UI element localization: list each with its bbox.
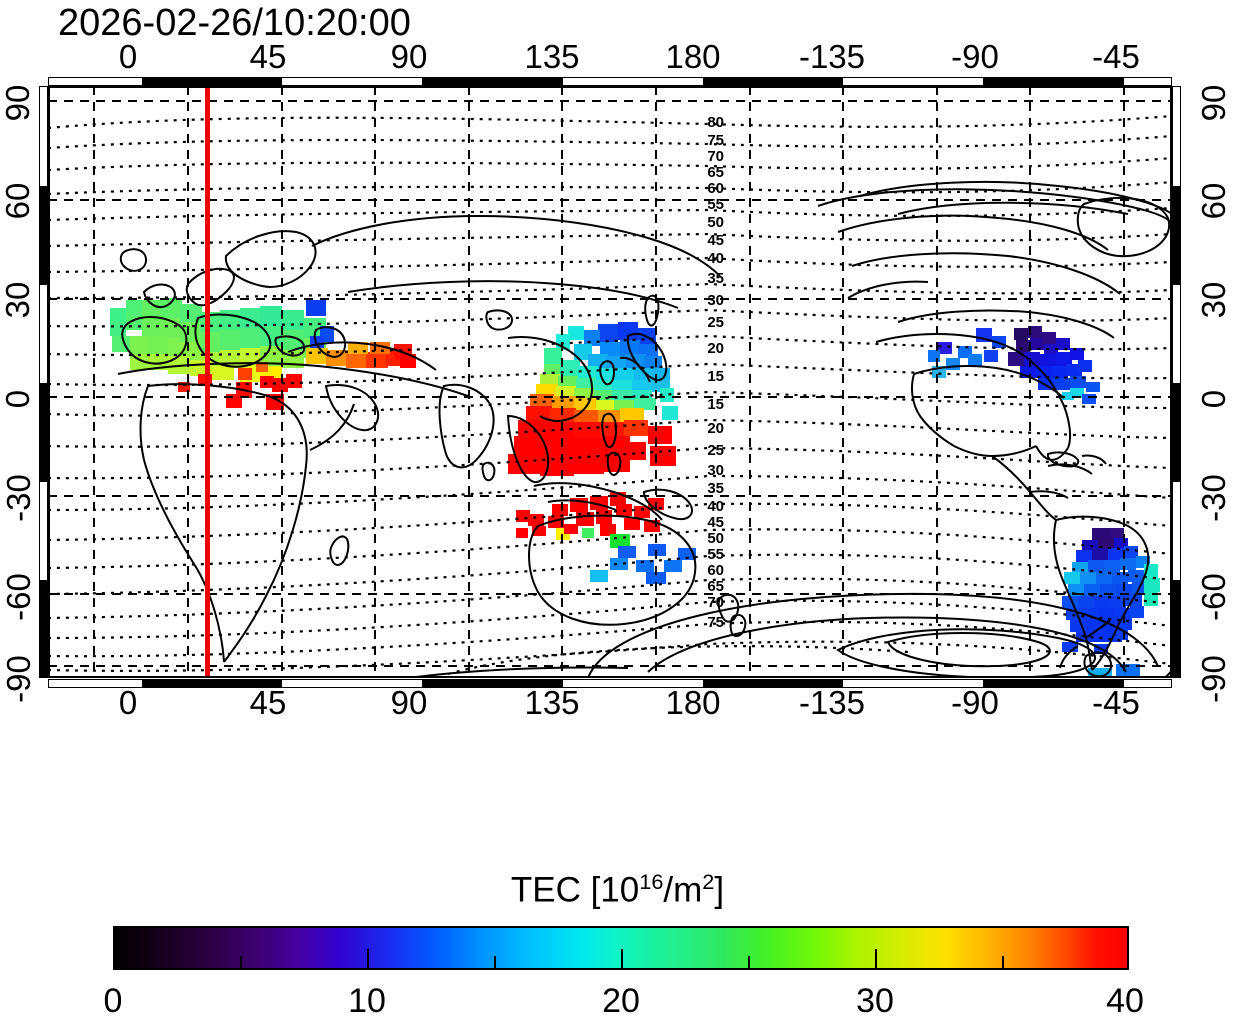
tec-patch-southern-ocean [590, 544, 696, 584]
maglat-label: 60 [707, 562, 724, 579]
colorbar-tick [748, 956, 750, 970]
maglat-label: 65 [707, 164, 724, 181]
maglat-label: 40 [707, 498, 724, 515]
colorbar-tick [494, 956, 496, 970]
maglat-label: 15 [707, 396, 724, 413]
colorbar-tick-label: 20 [602, 982, 640, 1020]
map-svg [48, 86, 1172, 678]
magnetic-latitude-contours [48, 114, 1172, 676]
colorbar-title-prefix: TEC [10 [510, 870, 640, 910]
page-title: 2026-02-26/10:20:00 [58, 2, 411, 44]
top-tick-label: 180 [665, 38, 721, 75]
maglat-label: 45 [707, 232, 724, 249]
colorbar-title-suffix: /m [663, 870, 703, 910]
maglat-label: 30 [707, 292, 724, 309]
top-tick-label: -90 [951, 38, 999, 75]
bottom-axis-bar [48, 679, 1172, 688]
left-axis-bar [39, 86, 48, 678]
tec-world-map[interactable]: 80 75 70 65 60 55 50 45 40 35 30 25 20 1… [48, 86, 1172, 678]
colorbar-tick [621, 949, 623, 970]
colorbar-tick [240, 956, 242, 970]
colorbar-title-close: ] [714, 870, 725, 910]
tec-patch-north-america [928, 326, 1100, 404]
bottom-tick-label: -135 [798, 684, 866, 721]
colorbar-title-exp: 16 [639, 869, 664, 894]
maglat-label: 25 [707, 442, 724, 459]
colorbar-ticks [113, 949, 1129, 970]
maglat-label: 30 [707, 462, 724, 479]
top-axis-bar [48, 77, 1172, 86]
maglat-label: 15 [707, 368, 724, 385]
colorbar-tick-label: 30 [856, 982, 894, 1020]
bottom-axis-labels: 0 45 90 135 180 -135 -90 -45 [0, 684, 1235, 724]
colorbar-tick-label: 10 [348, 982, 386, 1020]
solar-terminator-line [205, 86, 210, 678]
top-tick-label: -45 [1092, 38, 1140, 75]
bottom-tick-label: -45 [1092, 684, 1140, 721]
bottom-tick-label: 135 [524, 684, 580, 721]
colorbar-tick [367, 949, 369, 970]
bottom-tick-label: 0 [118, 684, 138, 721]
maglat-label: 60 [707, 180, 724, 197]
maglat-label: 70 [707, 148, 724, 165]
maglat-label: 65 [707, 578, 724, 595]
maglat-label: 25 [707, 314, 724, 331]
bottom-tick-label: 45 [249, 684, 287, 721]
colorbar-tick-label: 40 [1106, 982, 1144, 1020]
top-axis-labels: 0 45 90 135 180 -135 -90 -45 [0, 38, 1235, 78]
right-axis-bar [1172, 86, 1181, 678]
maglat-label: 80 [707, 114, 724, 131]
maglat-label: 75 [707, 614, 724, 631]
maglat-label: 35 [707, 270, 724, 287]
bottom-tick-label: -90 [951, 684, 999, 721]
maglat-label: 70 [707, 594, 724, 611]
colorbar-title-exp2: 2 [702, 869, 715, 894]
maglat-label: 55 [707, 196, 724, 213]
maglat-label: 75 [707, 132, 724, 149]
top-tick-label: -135 [798, 38, 866, 75]
colorbar-title: TEC [1016/m2] [0, 869, 1235, 911]
geographic-graticule [48, 86, 1172, 678]
colorbar-tick [875, 949, 877, 970]
maglat-label: 50 [707, 214, 724, 231]
maglat-label: 35 [707, 480, 724, 497]
colorbar-tick-label: 0 [103, 982, 123, 1020]
colorbar-tick [1002, 956, 1004, 970]
maglat-label: 55 [707, 546, 724, 563]
top-tick-label: 45 [249, 38, 287, 75]
maglat-label: 20 [707, 420, 724, 437]
top-tick-label: 135 [524, 38, 580, 75]
bottom-tick-label: 180 [665, 684, 721, 721]
maglat-label: 20 [707, 340, 724, 357]
coastlines [117, 180, 1172, 678]
bottom-tick-label: 90 [390, 684, 428, 721]
top-tick-label: 90 [390, 38, 428, 75]
maglat-label: 40 [707, 250, 724, 267]
top-tick-label: 0 [118, 38, 138, 75]
maglat-label: 50 [707, 530, 724, 547]
maglat-label: 45 [707, 514, 724, 531]
